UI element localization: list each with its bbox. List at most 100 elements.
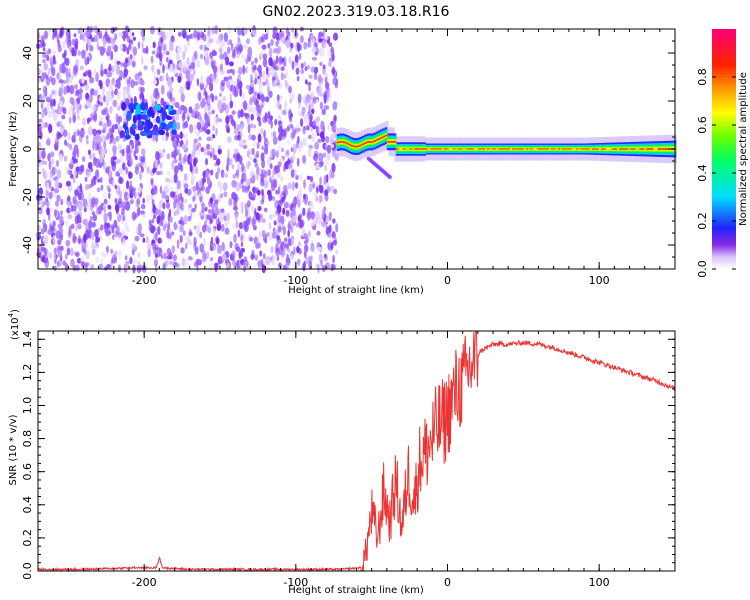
heatmap-cell xyxy=(114,89,118,95)
heatmap-cell xyxy=(59,28,64,38)
heatmap-cell xyxy=(148,219,152,226)
heatmap-cell xyxy=(324,189,328,197)
heatmap-cell xyxy=(80,127,85,138)
heatmap-cell xyxy=(169,92,173,103)
heatmap-cell xyxy=(81,75,84,85)
heatmap-cell xyxy=(265,255,271,266)
snr-background xyxy=(38,331,675,571)
heatmap-cell xyxy=(197,91,202,102)
heatmap-cell xyxy=(193,68,196,76)
heatmap-cell xyxy=(105,230,110,237)
heatmap-cell xyxy=(331,162,336,173)
heatmap-cell xyxy=(209,78,214,87)
heatmap-cell xyxy=(58,87,63,97)
heatmap-cell xyxy=(45,193,50,199)
heatmap-cell xyxy=(430,148,433,150)
heatmap-cell xyxy=(192,190,197,195)
heatmap-cell xyxy=(184,187,189,194)
heatmap-cell xyxy=(144,160,147,169)
heatmap-cell xyxy=(72,111,77,116)
heatmap-cell xyxy=(477,148,481,150)
heatmap-cell xyxy=(204,221,207,228)
heatmap-cell xyxy=(279,95,283,100)
heatmap-cell xyxy=(111,65,115,73)
heatmap-cell xyxy=(272,213,277,218)
heatmap-cell xyxy=(323,254,328,262)
heatmap-cell xyxy=(241,54,246,62)
heatmap-cell xyxy=(299,213,303,219)
heatmap-cell xyxy=(205,129,211,135)
spectrogram-y-tick-label: 40 xyxy=(21,46,34,60)
heatmap-cell xyxy=(125,200,131,211)
heatmap-cell xyxy=(219,53,224,60)
heatmap-cell xyxy=(67,132,71,141)
heatmap-cell xyxy=(283,237,288,243)
heatmap-cell xyxy=(180,247,185,254)
spectrogram-heatmap xyxy=(35,25,677,274)
heatmap-cell xyxy=(311,219,315,227)
heatmap-cell xyxy=(232,173,237,179)
heatmap-cell xyxy=(325,105,329,110)
heatmap-cell xyxy=(518,148,522,150)
heatmap-cell xyxy=(122,44,127,52)
heatmap-cell xyxy=(303,179,306,189)
heatmap-cell xyxy=(88,45,94,52)
heatmap-cell xyxy=(297,190,302,200)
heatmap-cell xyxy=(332,239,337,245)
heatmap-cell xyxy=(79,92,83,101)
heatmap-cell xyxy=(272,231,277,239)
heatmap-cell xyxy=(191,208,196,213)
heatmap-cell xyxy=(414,148,417,150)
snr-y-ticks: 0.0 0.2 0.4 0.6 0.8 1.0 1.2 1.4 xyxy=(21,331,675,580)
heatmap-cell xyxy=(634,146,638,152)
heatmap-cell xyxy=(218,212,224,223)
heatmap-cell xyxy=(92,135,98,146)
heatmap-cell xyxy=(326,144,332,154)
heatmap-cell xyxy=(308,74,313,79)
heatmap-cell xyxy=(125,128,130,136)
heatmap-cell xyxy=(274,118,278,126)
heatmap-cell xyxy=(169,231,172,240)
heatmap-cell xyxy=(482,148,486,150)
heatmap-cell xyxy=(74,251,80,258)
heatmap-cell xyxy=(300,63,304,70)
heatmap-cell xyxy=(312,96,317,101)
heatmap-cell xyxy=(223,215,227,221)
heatmap-cell xyxy=(272,33,277,40)
heatmap-cell xyxy=(609,146,613,152)
heatmap-cell xyxy=(318,32,321,40)
heatmap-cell xyxy=(251,193,256,199)
heatmap-cell xyxy=(98,263,103,269)
heatmap-cell xyxy=(150,55,154,64)
heatmap-cell xyxy=(305,256,309,265)
heatmap-cell xyxy=(185,112,190,118)
heatmap-cell xyxy=(307,98,311,104)
heatmap-cell xyxy=(628,146,631,152)
heatmap-cell xyxy=(557,148,561,150)
heatmap-cell xyxy=(258,120,262,127)
heatmap-cell xyxy=(259,88,263,96)
heatmap-cell xyxy=(152,187,158,195)
heatmap-cell xyxy=(539,148,542,150)
heatmap-cell xyxy=(168,260,173,265)
heatmap-cell xyxy=(203,87,207,96)
heatmap-cell xyxy=(591,148,595,150)
heatmap-cell xyxy=(117,144,123,150)
heatmap-cell xyxy=(114,256,117,264)
heatmap-cell xyxy=(100,176,103,183)
heatmap-cell xyxy=(119,44,123,51)
heatmap-cell xyxy=(206,176,211,185)
heatmap-cell xyxy=(310,242,315,253)
heatmap-cell xyxy=(207,96,211,105)
heatmap-cell xyxy=(127,193,130,199)
heatmap-cell xyxy=(145,194,150,203)
heatmap-cell xyxy=(182,157,187,165)
heatmap-cell xyxy=(249,148,252,155)
heatmap-cell xyxy=(276,204,282,214)
heatmap-cell xyxy=(662,148,665,150)
heatmap-cell xyxy=(86,171,90,178)
heatmap-cell xyxy=(199,31,205,41)
heatmap-cell xyxy=(58,100,64,108)
heatmap-cell xyxy=(527,147,531,151)
